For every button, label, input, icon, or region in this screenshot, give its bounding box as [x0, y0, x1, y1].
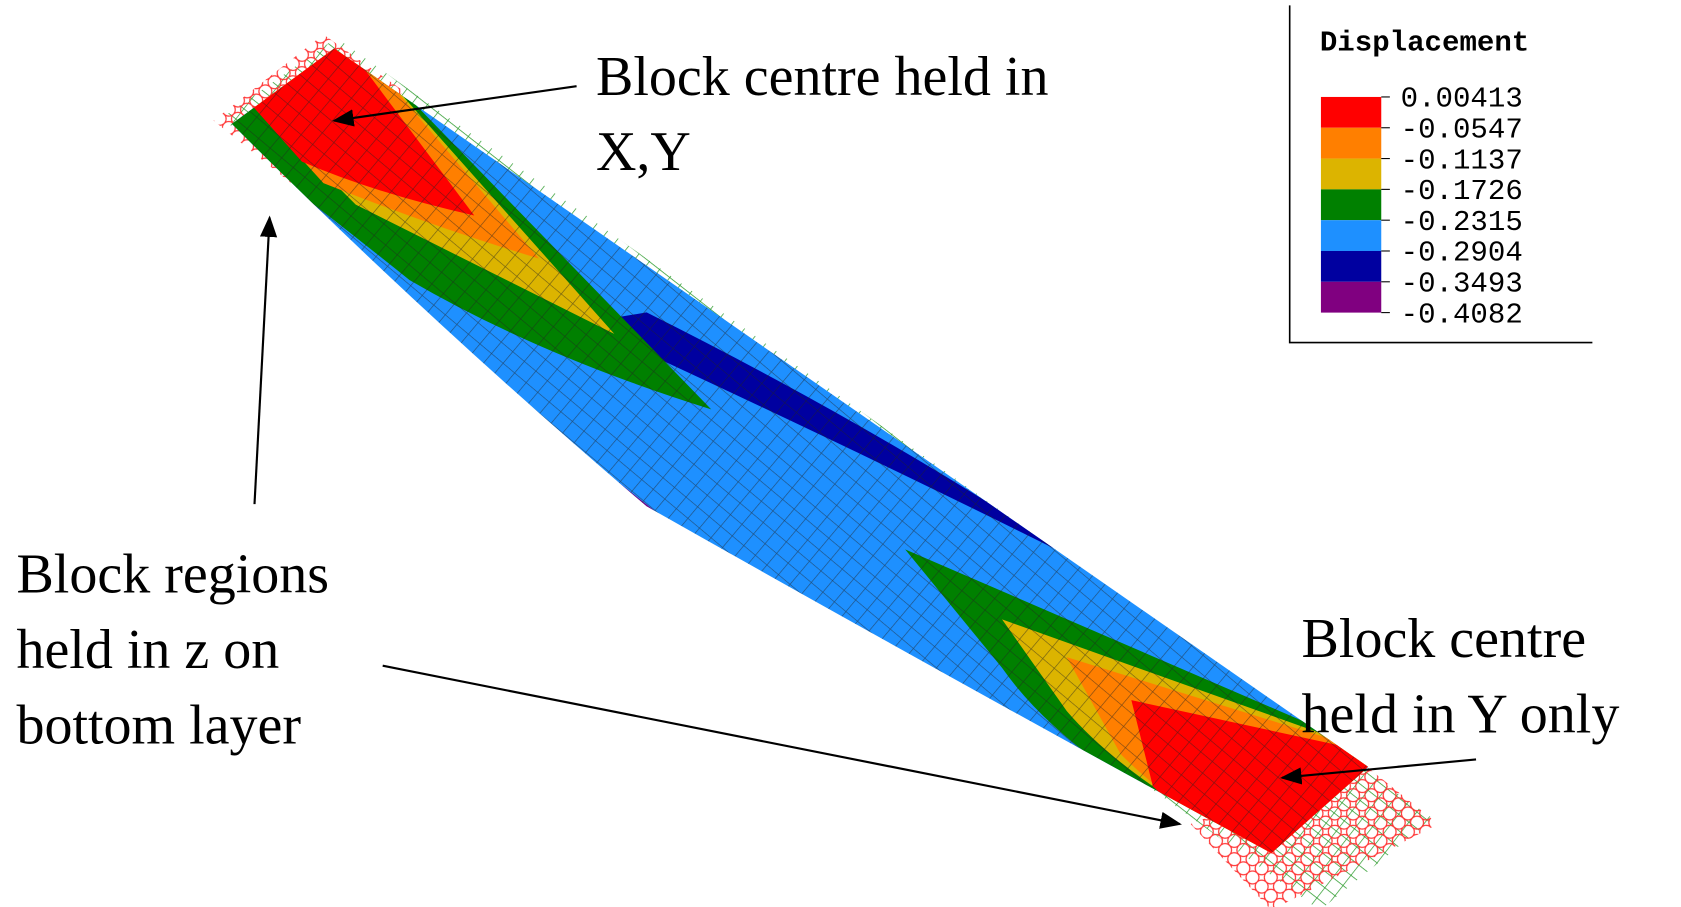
legend-swatch: [1321, 251, 1381, 282]
legend-swatch: [1321, 189, 1381, 220]
legend-swatch: [1321, 97, 1381, 128]
legend-label: -0.1726: [1401, 175, 1523, 208]
annotation-line: Block centre held in: [596, 46, 1049, 108]
annotation-line: held in z on: [16, 619, 279, 681]
legend-label: -0.2904: [1401, 237, 1523, 270]
legend-label: -0.0547: [1401, 113, 1523, 146]
annotation-line: X,Y: [596, 121, 691, 183]
scene: Displacement 0.00413-0.0547-0.1137-0.172…: [0, 0, 1681, 907]
annotation-line: bottom layer: [16, 694, 301, 756]
annotation-line: held in Y only: [1302, 683, 1620, 745]
legend-swatch: [1321, 220, 1381, 251]
annotation-line: Block centre: [1302, 608, 1587, 670]
legend-swatch: [1321, 128, 1381, 159]
legend-title: Displacement: [1320, 27, 1529, 60]
annotation-line: Block regions: [16, 543, 329, 605]
legend-swatch: [1321, 282, 1381, 313]
legend-label: -0.4082: [1401, 298, 1523, 331]
page: {"legend":{"title":"Displacement","label…: [0, 0, 1681, 907]
legend-label: -0.1137: [1401, 144, 1523, 177]
legend-swatch: [1321, 159, 1381, 190]
legend-label: 0.00413: [1401, 83, 1523, 116]
legend-label: -0.3493: [1401, 267, 1523, 300]
legend-label: -0.2315: [1401, 206, 1523, 239]
legend: Displacement 0.00413-0.0547-0.1137-0.172…: [1290, 5, 1593, 342]
